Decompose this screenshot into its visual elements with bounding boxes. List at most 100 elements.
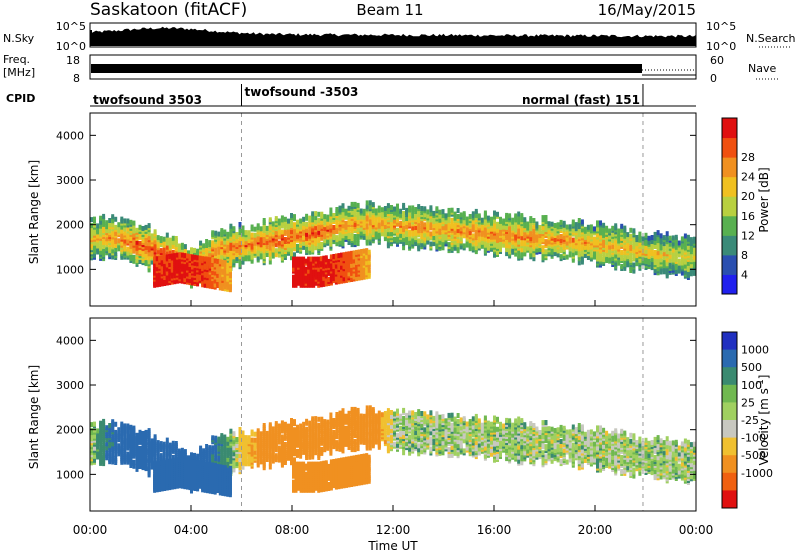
power-cell <box>426 213 430 219</box>
freq-tick-top: 18 <box>66 54 80 67</box>
power-cell <box>350 242 354 248</box>
power-cell <box>665 245 669 251</box>
power-cell <box>193 254 197 260</box>
power-cell <box>505 251 509 257</box>
power-cell <box>665 249 669 255</box>
power-cell <box>345 259 348 265</box>
power-cell <box>499 216 502 222</box>
velocity-cell <box>162 455 166 461</box>
power-cell <box>368 220 372 226</box>
power-cell <box>309 262 313 268</box>
power-cell <box>335 235 339 241</box>
power-cell <box>593 240 596 246</box>
power-cell <box>114 251 118 256</box>
power-cell <box>320 229 324 235</box>
power-cell <box>674 234 678 240</box>
power-cell <box>444 213 448 219</box>
power-cell <box>274 248 278 254</box>
velocity-cell <box>147 446 151 452</box>
power-cell <box>508 213 512 219</box>
velocity-cell <box>183 453 187 459</box>
power-cell <box>238 228 242 233</box>
power-cell <box>337 279 341 285</box>
power-cell <box>335 207 339 212</box>
power-cell <box>417 204 421 210</box>
power-cell <box>405 236 409 242</box>
power-cell <box>562 220 566 226</box>
power-cell <box>250 224 254 230</box>
power-cell <box>662 259 666 265</box>
power-cell <box>293 222 296 228</box>
velocity-cell <box>259 459 263 465</box>
power-cell <box>129 219 133 225</box>
power-cell <box>290 213 293 218</box>
power-cell <box>208 257 212 263</box>
power-cell <box>411 213 415 219</box>
freq-unit-label: [MHz] <box>3 66 35 79</box>
power-cell <box>617 238 621 244</box>
power-cell <box>429 241 433 247</box>
power-cell <box>526 221 530 227</box>
velocity-cell <box>253 445 257 451</box>
power-cell <box>155 272 159 278</box>
velocity-cell <box>262 449 266 455</box>
power-cell <box>629 227 633 233</box>
velocity-cell <box>205 448 209 453</box>
velocity-cell <box>141 431 145 436</box>
velocity-cell <box>199 457 203 463</box>
power-cell <box>253 232 257 238</box>
power-cell <box>596 252 599 258</box>
power-cell <box>347 219 351 225</box>
power-cell <box>108 252 112 258</box>
velocity-cell <box>268 422 272 428</box>
velocity-cell <box>238 463 242 469</box>
power-cell <box>593 226 596 232</box>
power-cell <box>232 226 236 232</box>
power-cell <box>214 250 218 256</box>
velocity-cell <box>277 423 281 429</box>
power-cell <box>341 233 345 239</box>
power-cell <box>126 226 130 232</box>
power-cell <box>221 259 225 265</box>
power-cell <box>432 216 436 222</box>
power-cell <box>405 220 409 225</box>
power-cell <box>144 224 148 230</box>
power-cell <box>408 241 412 247</box>
power-cell <box>345 251 348 257</box>
velocity-cell <box>111 419 115 425</box>
velocity-cell <box>135 432 139 438</box>
power-cell <box>538 229 542 234</box>
power-cell <box>156 235 160 241</box>
velocity-cell <box>147 440 151 446</box>
power-cell <box>650 257 654 263</box>
power-cell <box>213 258 217 264</box>
power-cell <box>674 250 678 256</box>
power-cell <box>340 256 343 262</box>
range-tick-label: 2000 <box>56 219 84 232</box>
power-cell <box>93 216 96 222</box>
power-cell <box>644 244 648 250</box>
power-cell <box>367 267 371 273</box>
power-cell <box>162 250 166 256</box>
velocity-cell <box>144 429 148 435</box>
power-cell <box>319 256 323 262</box>
power-cell <box>671 235 675 241</box>
velocity-cell <box>120 437 124 443</box>
power-cell <box>147 235 151 241</box>
power-cell <box>294 268 298 274</box>
power-cell <box>653 268 657 274</box>
power-cell <box>362 208 366 214</box>
power-cell <box>150 259 154 265</box>
velocity-cell <box>220 433 224 439</box>
power-cell <box>323 214 327 220</box>
power-cell <box>629 243 633 249</box>
power-cell <box>253 236 257 242</box>
power-cell <box>175 268 179 274</box>
velocity-cell <box>199 445 203 451</box>
power-cell <box>196 261 200 267</box>
power-cell <box>299 268 303 274</box>
power-cell <box>411 237 415 243</box>
velocity-cell <box>114 421 118 427</box>
power-cell <box>277 224 281 230</box>
velocity-cell <box>211 445 215 451</box>
